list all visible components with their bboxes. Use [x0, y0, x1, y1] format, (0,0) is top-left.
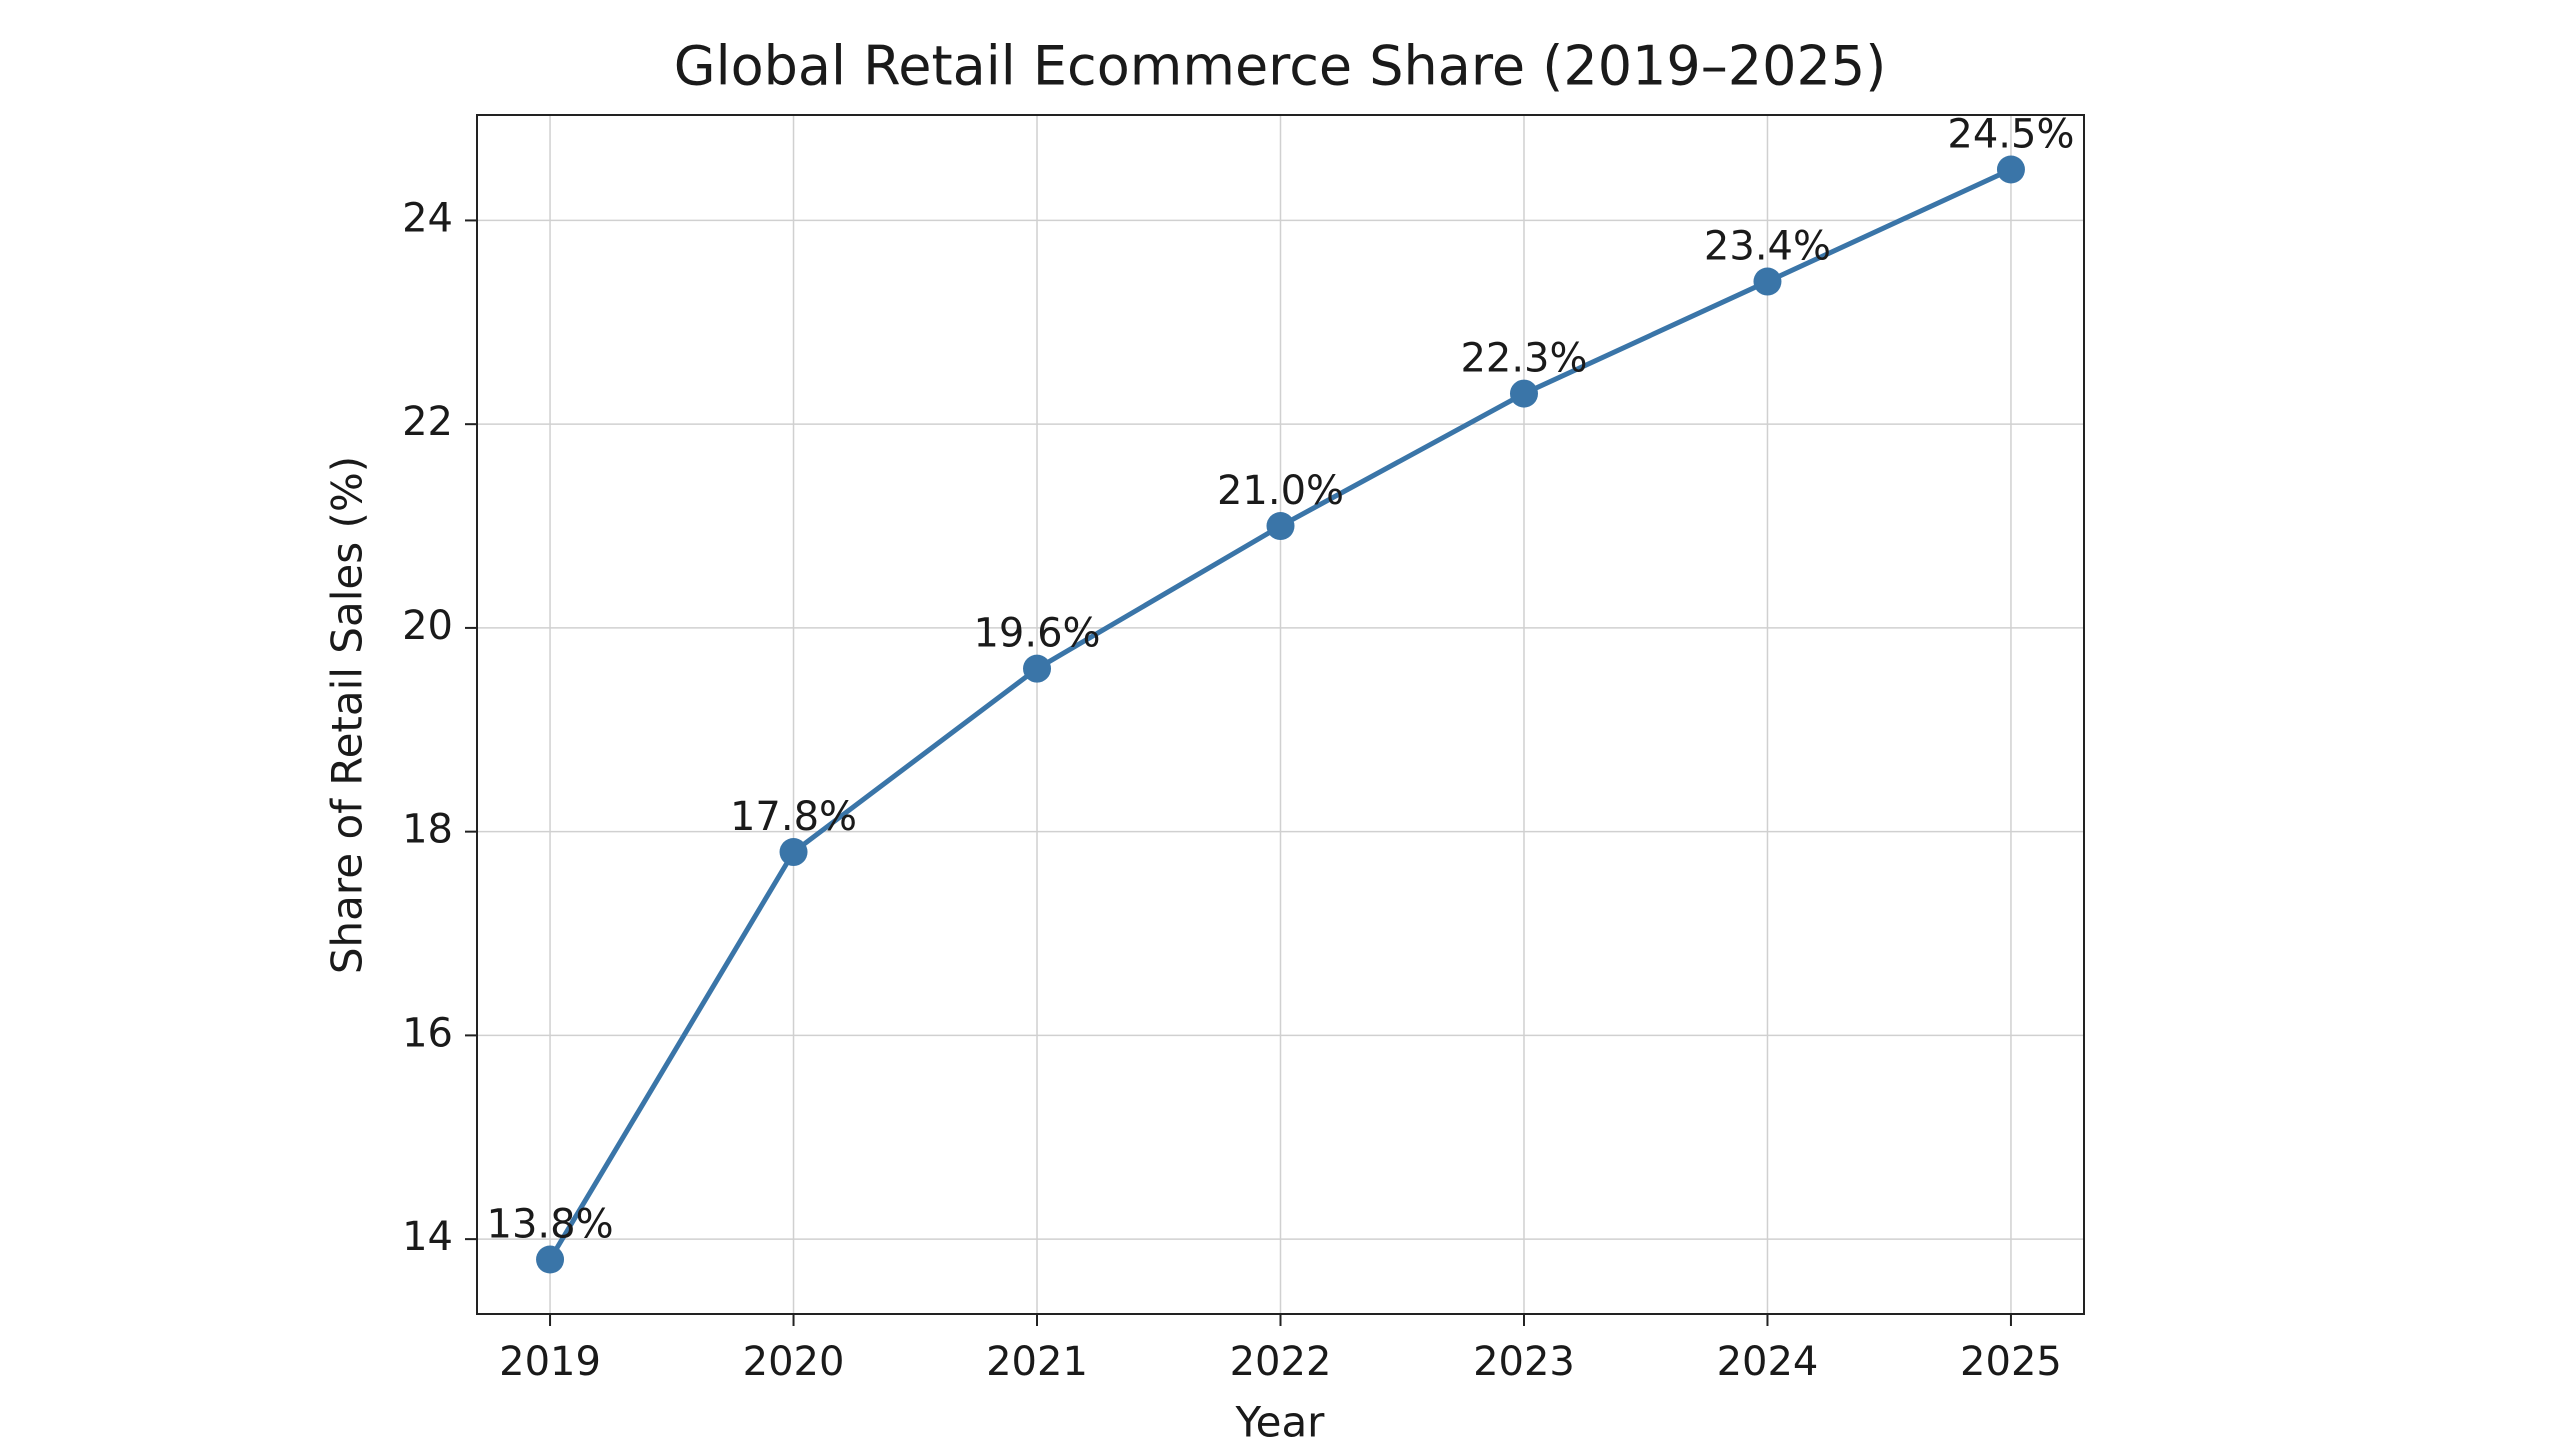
point — [1266, 512, 1295, 541]
x-tick-label: 2020 — [743, 1339, 845, 1385]
data-label: 22.3% — [1460, 336, 1587, 382]
y-tick-label: 22 — [402, 399, 453, 445]
y-tick-label: 20 — [402, 603, 453, 649]
chart-title: Global Retail Ecommerce Share (2019–2025… — [674, 35, 1887, 98]
x-tick-label: 2023 — [1473, 1339, 1575, 1385]
data-label: 23.4% — [1704, 224, 1831, 270]
x-tick-label: 2022 — [1230, 1339, 1332, 1385]
plot-frame — [476, 114, 2085, 1315]
y-tick-label: 14 — [402, 1214, 453, 1260]
data-label: 17.8% — [730, 794, 857, 840]
data-label: 24.5% — [1947, 112, 2074, 158]
x-tick-label: 2025 — [1960, 1339, 2062, 1385]
x-tick-label: 2021 — [986, 1339, 1088, 1385]
x-tick-label: 2019 — [499, 1339, 601, 1385]
y-tick-label: 18 — [402, 807, 453, 853]
x-tick-label: 2024 — [1717, 1339, 1819, 1385]
point — [1996, 155, 2025, 184]
point — [1509, 379, 1538, 408]
point — [1753, 267, 1782, 296]
y-tick-label: 16 — [402, 1010, 453, 1056]
data-label: 19.6% — [973, 611, 1100, 657]
point — [1023, 654, 1052, 683]
y-tick-label: 24 — [402, 195, 453, 241]
y-axis-label: Share of Retail Sales (%) — [323, 456, 372, 974]
x-axis-label: Year — [1235, 1398, 1326, 1447]
point — [779, 838, 808, 867]
data-label: 21.0% — [1217, 468, 1344, 514]
point — [536, 1245, 565, 1274]
data-label: 13.8% — [487, 1202, 614, 1248]
